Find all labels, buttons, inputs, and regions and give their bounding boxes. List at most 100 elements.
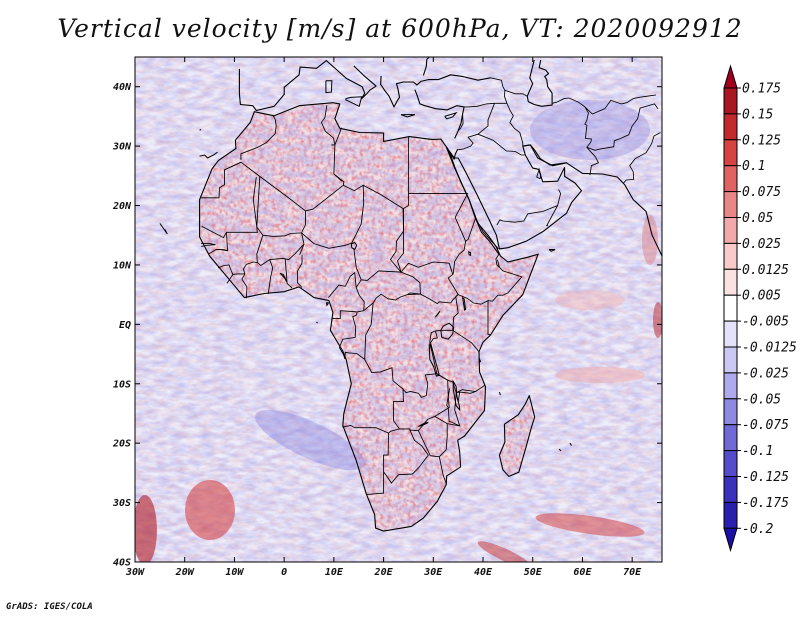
colorbar-label: -0.005 — [742, 315, 789, 330]
colorbar-label: -0.075 — [742, 418, 789, 433]
colorbar-swatch — [723, 165, 738, 193]
lat-axis: 40N 30N 20N 10N EQ 10S 20S 30S 40S — [112, 82, 662, 569]
colorbar-label: 0.05 — [742, 211, 773, 226]
country-border — [208, 249, 228, 255]
country-border — [452, 294, 459, 331]
lat-tick-label: 40S — [113, 558, 131, 569]
lake-kariba — [418, 421, 429, 427]
island-canaries — [199, 151, 218, 159]
colorbar-label: -0.175 — [742, 496, 789, 511]
country-border — [301, 184, 365, 249]
colorbar-swatch — [723, 217, 738, 244]
island-crete — [400, 114, 416, 118]
country-border — [344, 351, 404, 390]
country-border — [299, 243, 305, 255]
country-border — [383, 429, 429, 484]
lat-tick-label: 20S — [112, 439, 131, 450]
colorbar-swatch — [723, 476, 738, 503]
country-border — [201, 243, 216, 247]
lake-tanganyika — [428, 343, 440, 377]
colorbar-label: -0.025 — [742, 366, 789, 381]
coastlines — [159, 57, 662, 532]
country-border — [551, 97, 586, 108]
country-border — [634, 132, 661, 159]
island-sardinia — [325, 80, 333, 94]
lon-axis: 30W 20W 10W 0 10E 20E 30E 40E 50E 60E 70E — [125, 57, 642, 578]
country-border — [435, 329, 453, 332]
country-border — [452, 329, 480, 352]
coast-anatolia-south — [414, 89, 465, 139]
island-mauritius — [569, 442, 572, 446]
colorbar-label: -0.1 — [742, 444, 773, 459]
island-comoros — [498, 391, 501, 396]
colorbar-swatch — [723, 87, 738, 115]
country-border — [342, 424, 389, 434]
colorbar-swatch — [723, 294, 738, 322]
lake-tana — [467, 251, 472, 257]
country-border — [418, 430, 440, 458]
country-border — [364, 302, 374, 360]
country-border — [256, 176, 306, 237]
lon-tick-label: 50E — [524, 567, 543, 578]
country-border — [256, 232, 305, 267]
country-border — [355, 279, 365, 313]
lon-tick-label: 20E — [374, 567, 394, 578]
grads-credit: GrADS: IGES/COLA — [6, 602, 93, 612]
colorbar-swatch — [723, 372, 738, 400]
colorbar: 0.175 0.15 0.125 0.1 0.075 0.05 0.025 0.0125 0.0… — [723, 64, 797, 553]
colorbar-top-arrow — [723, 64, 738, 89]
country-border — [452, 241, 467, 275]
country-border — [586, 147, 599, 176]
lon-tick-label: 40E — [474, 567, 493, 578]
island-sao_tome — [316, 321, 318, 324]
country-border — [393, 373, 450, 430]
lon-tick-label: 60E — [573, 567, 592, 578]
lake-volta — [279, 272, 288, 282]
colorbar-label: 0.0125 — [742, 263, 789, 278]
island-cyprus — [444, 111, 458, 120]
colorbar-label: 0.075 — [742, 185, 781, 200]
island-madeira — [199, 129, 202, 131]
coast-persian-gulf-north — [522, 144, 567, 166]
colorbar-label: -0.2 — [742, 522, 773, 537]
lake-malawi — [452, 379, 461, 412]
country-border — [217, 264, 234, 275]
country-border — [333, 173, 345, 186]
island-socotra — [548, 249, 556, 252]
lat-tick-label: 40N — [113, 82, 132, 93]
lon-tick-label: 30E — [423, 567, 443, 578]
coast-gulf-suez — [445, 146, 459, 160]
lake-albert — [434, 310, 441, 318]
country-border — [458, 103, 495, 151]
country-border — [622, 158, 636, 184]
lat-tick-label: 10S — [113, 379, 131, 390]
country-border — [284, 258, 293, 289]
colorbar-label: 0.125 — [742, 133, 781, 148]
island-bioko — [325, 301, 330, 307]
island-cape_verde — [159, 223, 168, 235]
lon-tick-label: 10W — [225, 567, 244, 578]
country-border — [504, 89, 528, 97]
country-border — [456, 389, 476, 394]
coast-eurasia-north — [238, 60, 377, 112]
country-border — [584, 103, 659, 151]
country-border — [297, 254, 303, 288]
island-sicily — [345, 96, 363, 108]
country-border — [506, 103, 524, 147]
country-border — [495, 253, 500, 268]
colorbar-swatch — [723, 191, 738, 219]
colorbar-swatch — [723, 501, 738, 529]
country-border — [224, 161, 242, 171]
country-border — [621, 94, 657, 105]
country-border — [487, 300, 491, 335]
colorbar-label: -0.125 — [742, 470, 789, 485]
lat-tick-label: EQ — [119, 320, 131, 331]
country-border — [338, 347, 346, 359]
coast-arabia — [445, 144, 662, 257]
colorbar-swatch — [723, 424, 738, 452]
island-zanzibar — [478, 357, 482, 364]
lake-victoria — [440, 322, 455, 340]
country-border — [446, 388, 461, 427]
colorbar-label: 0.1 — [742, 159, 765, 174]
